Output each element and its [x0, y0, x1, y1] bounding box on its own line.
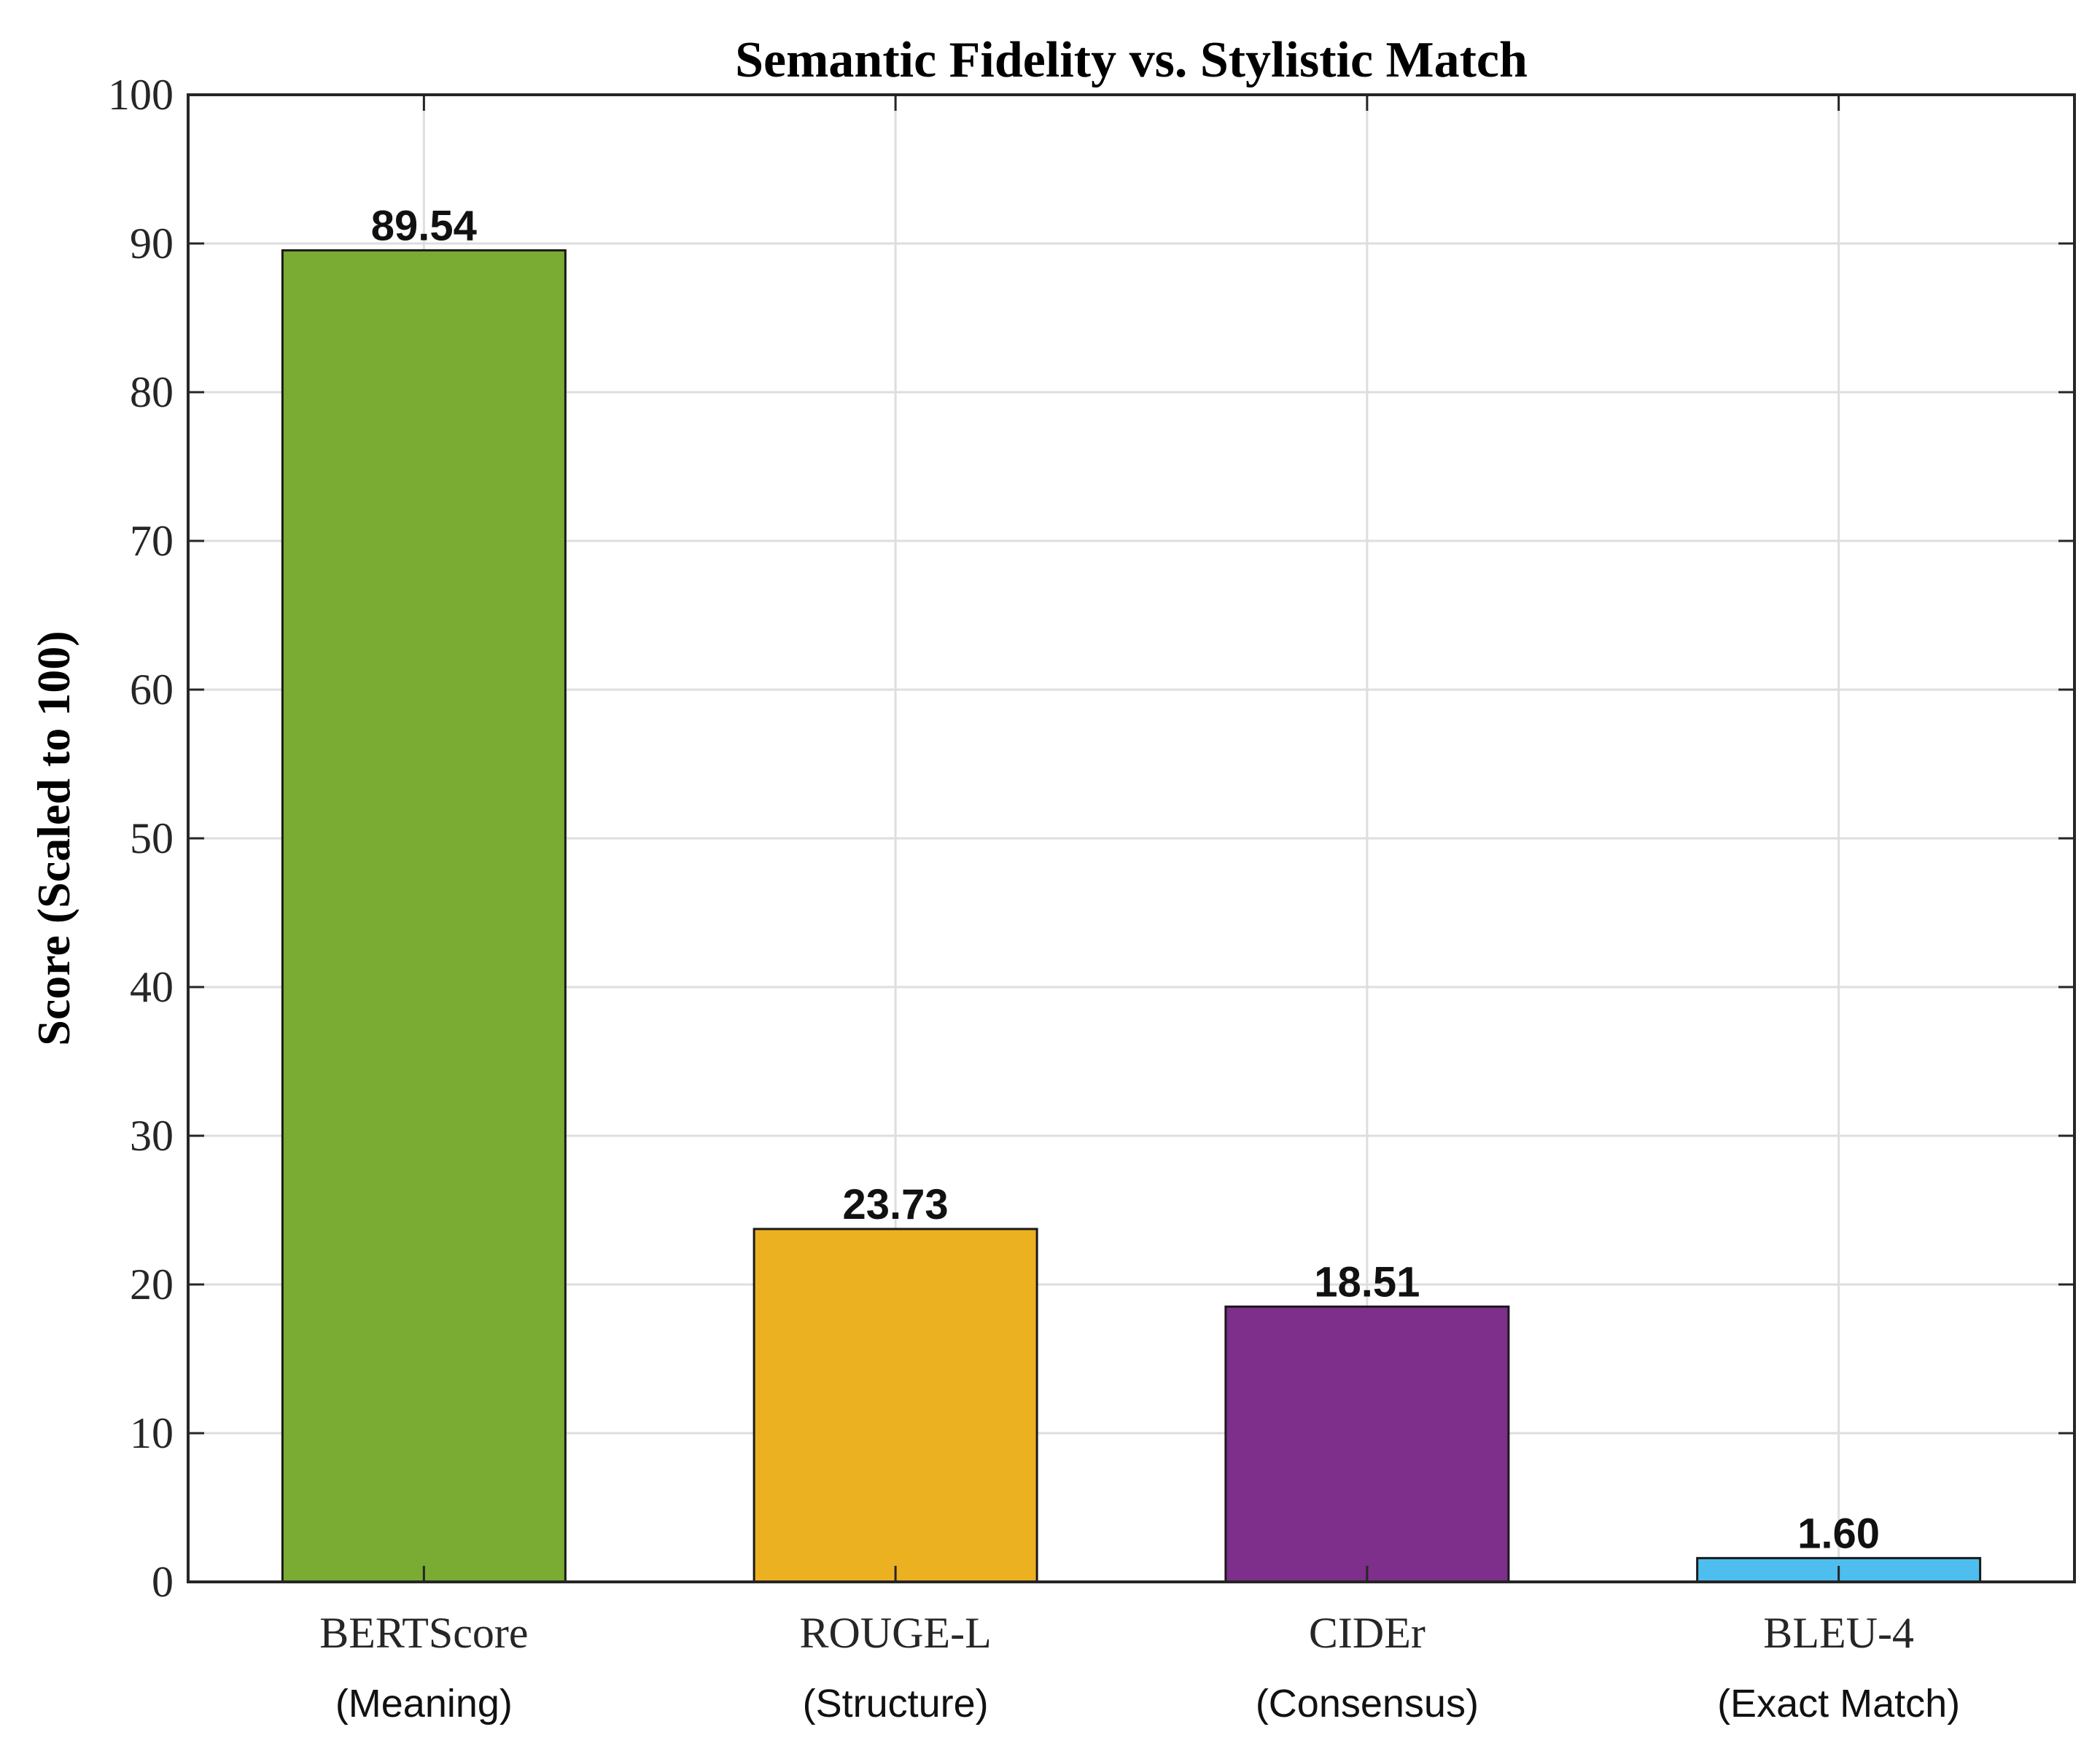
y-axis-title: Score (Scaled to 100) — [28, 631, 79, 1045]
labels-layer: 0 10 20 30 40 50 60 70 80 90 100 89.54 23.73 18.51 1.6… — [108, 71, 1960, 1726]
y-tick-label: 80 — [130, 368, 174, 416]
x-tick-label: BERTScore — [319, 1609, 528, 1657]
y-tick-label: 100 — [108, 71, 174, 119]
y-tick-label: 60 — [130, 666, 174, 714]
y-tick-label: 50 — [130, 814, 174, 862]
data-label: 89.54 — [371, 202, 477, 249]
data-label: 18.51 — [1314, 1258, 1420, 1306]
y-tick-label: 30 — [130, 1112, 174, 1160]
y-tick-label: 10 — [130, 1409, 174, 1457]
chart-title: Semantic Fidelity vs. Stylistic Match — [735, 32, 1528, 88]
y-tick-label: 70 — [130, 517, 174, 565]
data-label: 23.73 — [843, 1181, 949, 1228]
x-tick-sublabel: (Structure) — [803, 1682, 989, 1726]
x-tick-label: BLEU-4 — [1763, 1609, 1914, 1657]
y-tick-label: 0 — [152, 1558, 174, 1606]
x-tick-sublabel: (Meaning) — [335, 1682, 513, 1726]
bar-bertscore — [281, 249, 567, 1583]
x-tick-sublabel: (Exact Match) — [1717, 1682, 1960, 1726]
data-label: 1.60 — [1797, 1510, 1880, 1557]
y-tick-label: 40 — [130, 963, 174, 1011]
bars-layer — [281, 249, 1982, 1583]
ticks-layer — [188, 93, 2074, 1583]
bar-rouge-l — [752, 1228, 1038, 1583]
bar-cider — [1224, 1305, 1510, 1583]
y-tick-label: 90 — [130, 219, 174, 268]
y-tick-label: 20 — [130, 1260, 174, 1309]
x-tick-sublabel: (Consensus) — [1256, 1682, 1479, 1726]
x-tick-label: CIDEr — [1309, 1609, 1426, 1657]
x-tick-label: ROUGE-L — [799, 1609, 991, 1657]
